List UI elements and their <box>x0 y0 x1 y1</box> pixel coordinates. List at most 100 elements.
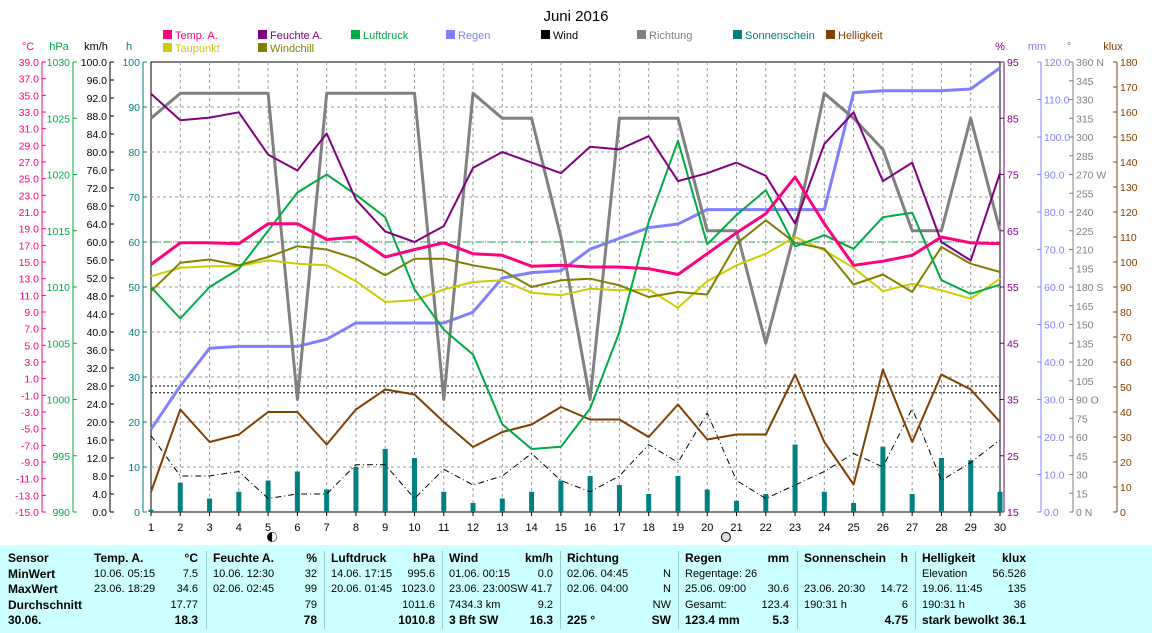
stat-label: 23.06. 20:30 <box>804 583 866 595</box>
legend-label: Windchill <box>270 43 314 55</box>
stat-value: 30.6 <box>767 583 789 595</box>
axis-tick-label: 64.0 <box>87 219 108 231</box>
summary-section-luftdruck: Luftdruck hPa 14.06. 17:15 995.6 20.06. 01:4… <box>324 551 443 629</box>
axis-tick-label: 33.0 <box>19 107 40 119</box>
axis-tick-label: 36.0 <box>87 345 108 357</box>
axis-tick-label: 990 <box>52 507 70 519</box>
axis-tick-label: 52.0 <box>87 273 108 285</box>
axis-tick-label: 60.0 <box>87 237 108 249</box>
stat-label: 14.06. 17:15 <box>331 567 393 580</box>
axis-tick-label: 0 N <box>1076 507 1092 519</box>
axis-tick-label: 90 O <box>1076 395 1099 407</box>
x-tick-label: 15 <box>555 522 567 534</box>
stat-label: 190:31 h <box>922 598 965 611</box>
plot-area: 1 2 3 4 5 6 7 8 9 10 11 12 13 14 15 16 17 18 19 20 21 22 23 24 2… <box>148 61 1006 542</box>
axis-tick-label: -9.0 <box>21 457 39 469</box>
sunshine-bar <box>675 476 681 512</box>
axis-tick-label: 9.0 <box>24 307 39 319</box>
axis-tick-label: 40.0 <box>1044 357 1065 369</box>
legend-label: Richtung <box>649 30 692 42</box>
stat-value: 32 <box>304 567 317 580</box>
axis-unit-label: mm <box>1028 41 1046 53</box>
axis-tick-label: -3.0 <box>21 407 39 419</box>
stat-label: 225 ° <box>567 613 596 627</box>
x-tick-label: 23 <box>789 522 801 534</box>
chart-legend: Temp. A. Feuchte A. Luftdruck Regen Wind Rich… <box>163 30 883 55</box>
stat-label: 02.06. 02:45 <box>213 583 275 595</box>
stat-label: 20.06. 01:45 <box>331 583 393 595</box>
axis-tick-label: 105 <box>1076 376 1094 388</box>
axis-tick-label: 10 <box>128 462 140 474</box>
legend-swatch <box>258 30 267 39</box>
axis-tick-label: 210 <box>1076 245 1094 257</box>
sunshine-bar <box>851 503 857 512</box>
series-line-taupunkt <box>150 236 1001 309</box>
x-tick-label: 12 <box>467 522 479 534</box>
axis-tick-label: -5.0 <box>21 424 39 436</box>
axis-tick-label: 17.0 <box>19 240 40 252</box>
x-tick-label: 13 <box>496 522 508 534</box>
axis-tick-label: 7.0 <box>24 324 39 336</box>
stat-value: 79 <box>304 598 317 611</box>
axis-brightness: 1801701601501401301201101009080706050403… <box>1103 41 1137 519</box>
legend-label: Sonnenschein <box>745 30 815 42</box>
stat-value: 99 <box>304 583 317 595</box>
series-line-wind <box>150 408 1001 499</box>
axis-tick-label: 48.0 <box>87 291 108 303</box>
series-line-feuchte-a <box>150 93 1001 262</box>
axis-wind: 100.0 96.0 92.0 88.0 84.0 80.0 76.0 72.0 68.0 64.… <box>81 41 114 519</box>
axis-tick-label: 60 <box>1120 357 1132 369</box>
axis-tick-label: 92.0 <box>87 93 108 105</box>
full-moon-icon <box>720 532 731 542</box>
x-tick-label: 24 <box>818 522 830 534</box>
stat-value: 78 <box>303 613 317 627</box>
axis-tick-label: 165 <box>1076 301 1094 313</box>
axis-tick-label: 37.0 <box>19 74 40 86</box>
stat-label: 02.06. 04:45 <box>567 567 629 580</box>
x-tick-label: 16 <box>584 522 596 534</box>
axis-tick-label: 55 <box>1007 282 1019 294</box>
axis-tick-label: 0.0 <box>92 507 107 519</box>
sunshine-bar <box>499 498 505 512</box>
axis-tick-label: 23.0 <box>19 190 40 202</box>
x-tick-label: 6 <box>294 522 300 534</box>
x-tick-label: 19 <box>672 522 684 534</box>
axis-tick-label: 25.0 <box>19 174 40 186</box>
axis-tick-label: 130 <box>1120 182 1138 194</box>
x-tick-label: 21 <box>730 522 742 534</box>
axis-tick-label: -15.0 <box>15 507 39 519</box>
axis-tick-label: 180 <box>1120 57 1138 69</box>
legend-swatch <box>163 30 172 39</box>
axis-tick-label: 100.0 <box>81 57 107 69</box>
axis-tick-label: 15.0 <box>19 257 40 269</box>
sunshine-bar <box>646 494 652 512</box>
axis-tick-label: 5.0 <box>24 340 39 352</box>
axis-tick-label: 32.0 <box>87 363 108 375</box>
stat-label: 23.06. 23:00SW 41.7 <box>449 583 553 595</box>
axis-tick-label: 1010 <box>47 282 71 294</box>
legend-item: Wind <box>541 30 578 42</box>
section-title: Feuchte A. <box>213 551 274 565</box>
sunshine-bar <box>587 476 593 512</box>
legend-swatch <box>446 30 455 39</box>
axis-tick-label: 21.0 <box>19 207 40 219</box>
axis-tick-label: 95 <box>1007 57 1019 69</box>
sunshine-bar <box>207 498 213 512</box>
axis-tick-label: 100 <box>1120 257 1138 269</box>
series-line-windchill <box>150 219 1001 298</box>
stat-label: 01.06. 00:15 <box>449 567 511 580</box>
axis-tick-label: 20.0 <box>1044 432 1065 444</box>
stat-value: 6 <box>901 598 908 611</box>
stat-value: 56.526 <box>992 567 1026 580</box>
stat-label: 10.06. 05:15 <box>94 567 156 580</box>
axis-tick-label: 1020 <box>47 170 71 182</box>
axis-direction: 360 N 345 330 315 300 285 270 W 255 240 225 210 195… <box>1067 41 1107 519</box>
section-unit: klux <box>1001 551 1026 565</box>
axis-tick-label: 56.0 <box>87 255 108 267</box>
x-tick-label: 11 <box>438 522 449 534</box>
axis-tick-label: 13.0 <box>19 274 40 286</box>
axis-tick-label: 8.0 <box>92 471 107 483</box>
axis-tick-label: 30 <box>1076 470 1088 482</box>
axis-tick-label: 19.0 <box>19 224 40 236</box>
axis-tick-label: 285 <box>1076 151 1094 163</box>
